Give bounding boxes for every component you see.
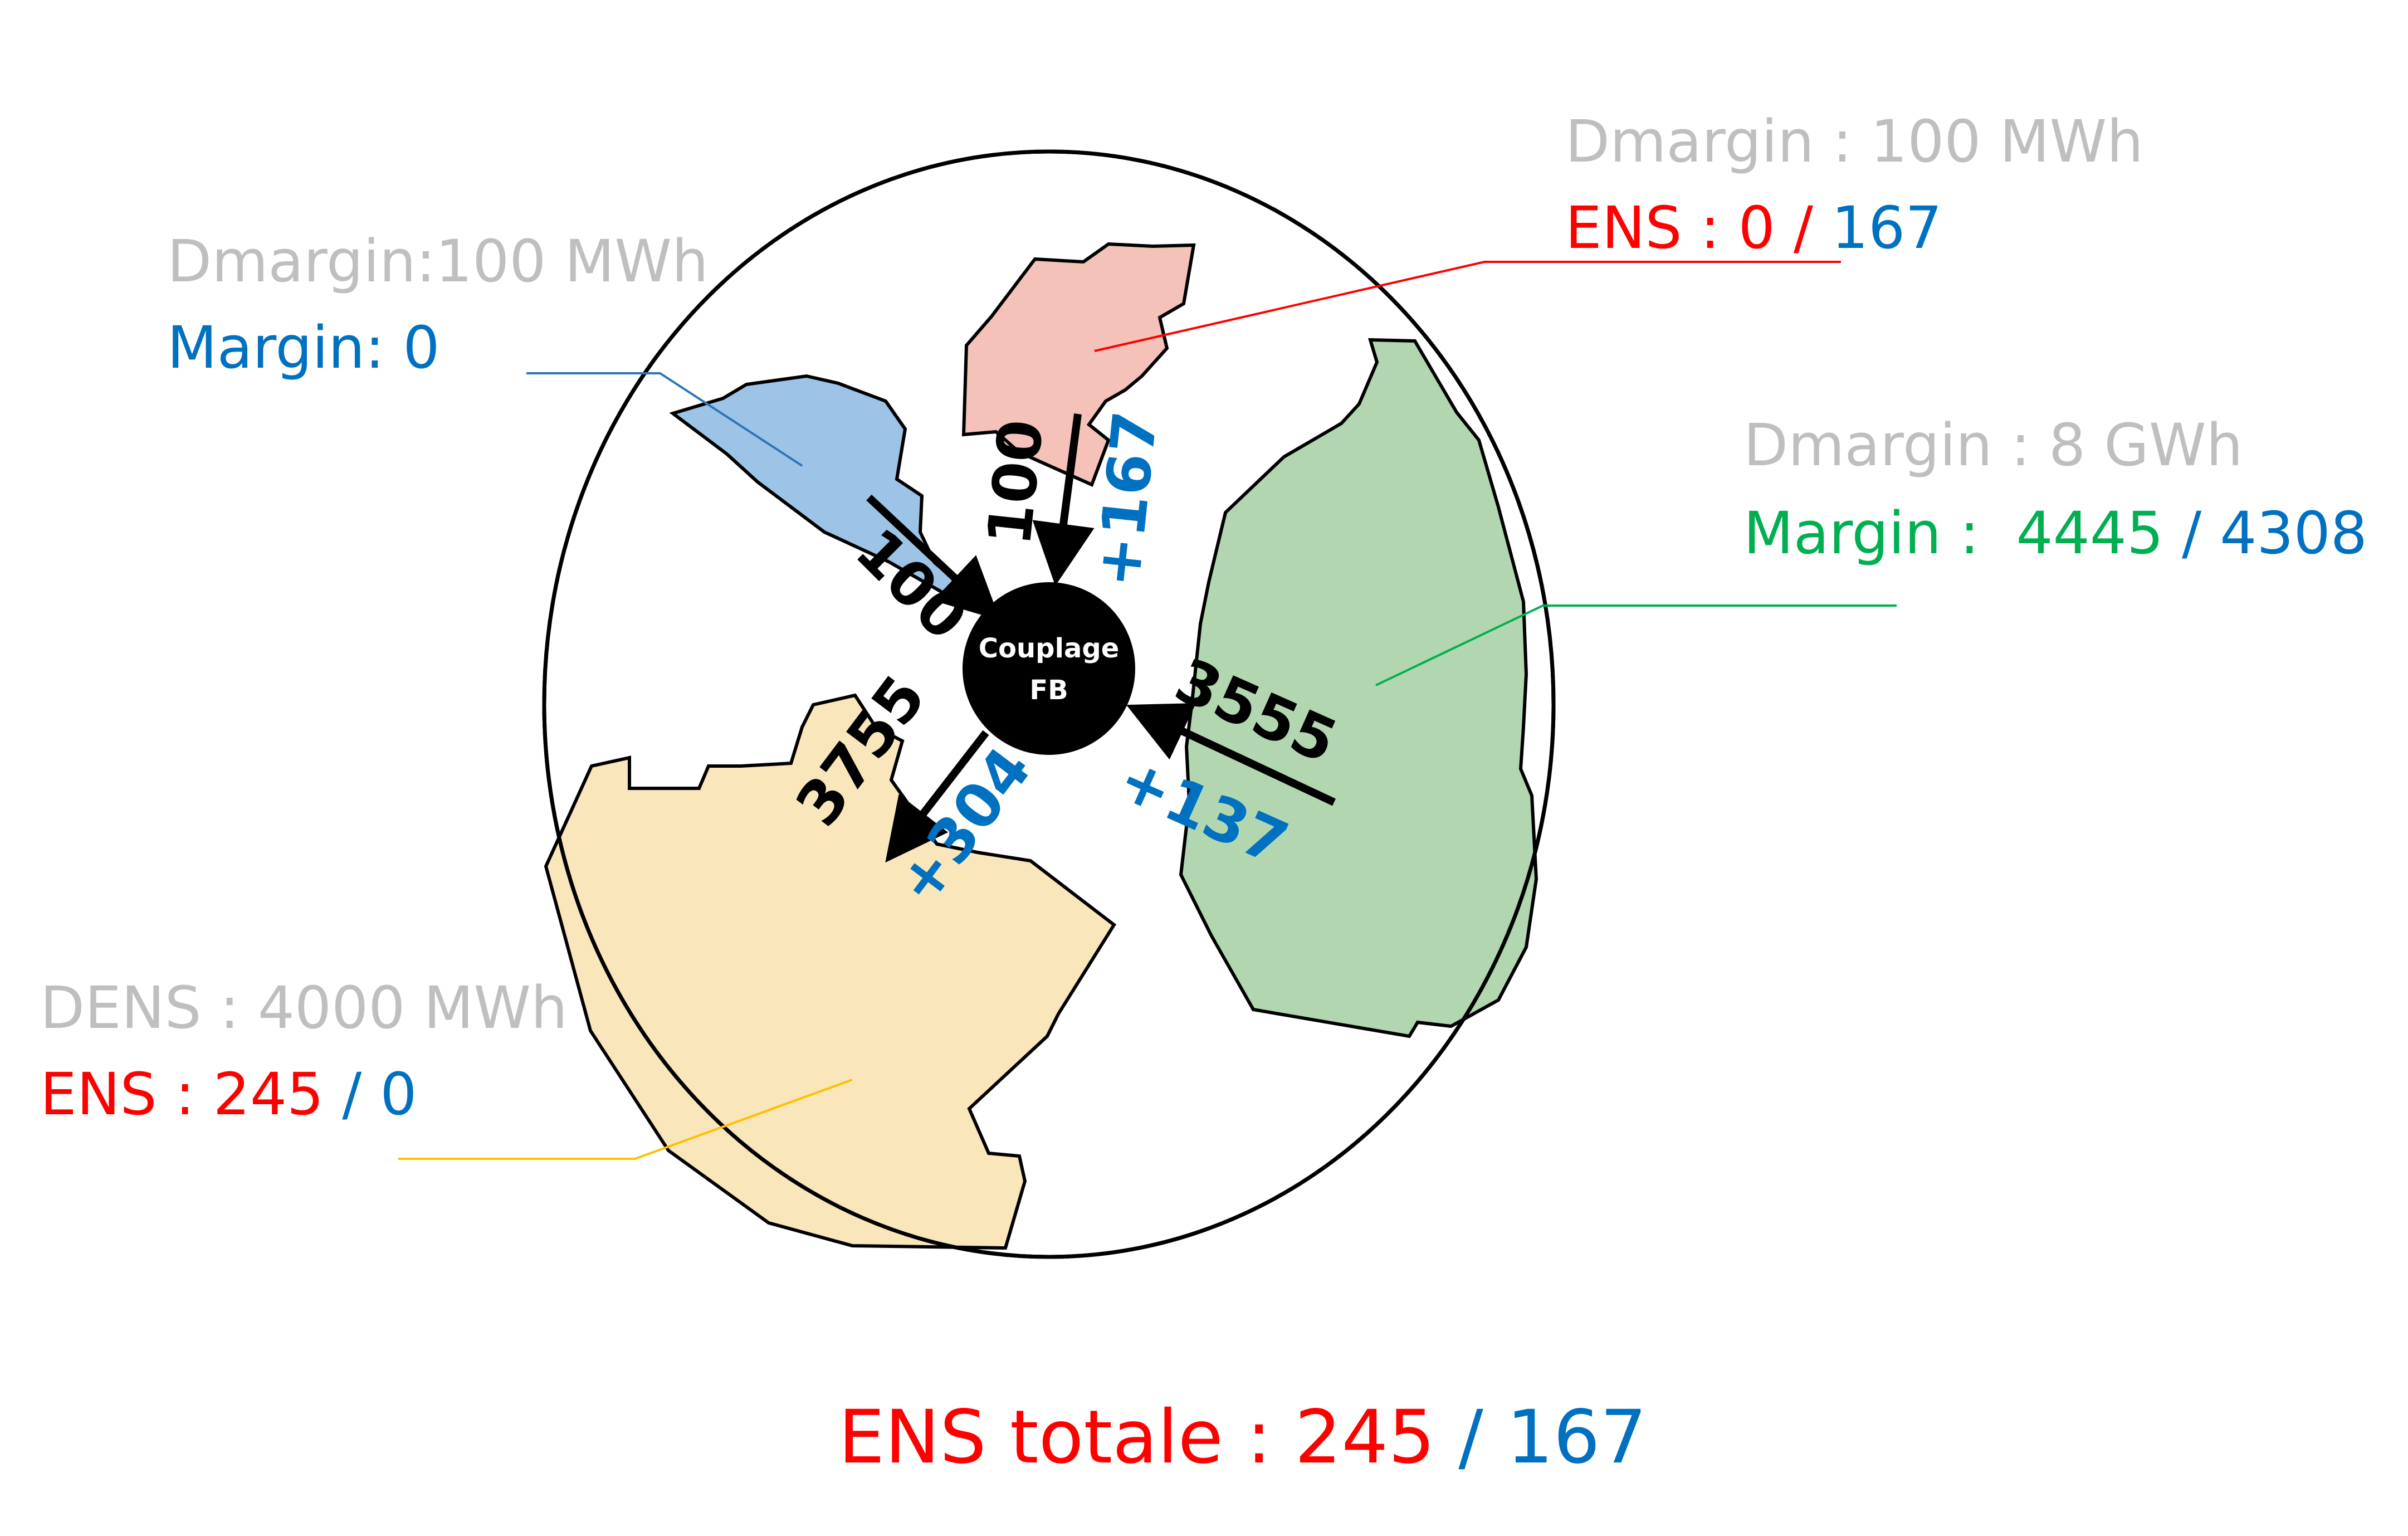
pink-dmargin: Dmargin : 100 MWh <box>1565 108 2143 175</box>
arrow-hub-to-yellow <box>885 730 989 863</box>
zone-blue <box>669 374 975 607</box>
green-margin-value1: 4445 <box>2016 499 2163 567</box>
pink-ens-prefix: ENS : 0 / <box>1565 194 1831 262</box>
leader-yellow <box>398 1079 853 1160</box>
hub-label-line1: Couplage <box>979 633 1120 664</box>
blue-margin: Margin: 0 <box>167 314 439 382</box>
green-dmargin: Dmargin : 8 GWh <box>1743 411 2243 479</box>
yellow-ens: ENS : 245 / 0 <box>40 1060 417 1128</box>
zone-pink <box>961 242 1196 487</box>
green-margin-sep: / <box>2163 499 2220 567</box>
coupling-hub <box>963 582 1135 755</box>
blue-dmargin: Dmargin:100 MWh <box>167 227 709 295</box>
leader-green <box>1375 604 1897 686</box>
arrow-blue-to-hub <box>866 494 1000 621</box>
flow-pink-black: 100 <box>975 417 1057 549</box>
leader-red <box>1094 261 1841 352</box>
yellow-dens: DENS : 4000 MWh <box>40 974 568 1042</box>
green-margin: Margin : 4445 / 4308 <box>1743 499 2367 567</box>
green-margin-value2: 4308 <box>2220 499 2367 567</box>
total-ens-value: 167 <box>1507 1394 1647 1480</box>
zone-green <box>1179 338 1538 1038</box>
region-circle-outline <box>542 149 1556 1259</box>
yellow-ens-sep: / <box>324 1060 380 1128</box>
green-margin-prefix: Margin : <box>1743 499 2016 567</box>
leader-blue <box>526 372 803 467</box>
arrow-green-to-hub <box>1126 703 1336 806</box>
pink-ens-value: 167 <box>1831 194 1942 262</box>
total-ens-sep: / <box>1435 1394 1506 1480</box>
total-ens-label: ENS totale : 245 <box>838 1394 1435 1480</box>
arrow-pink-to-hub <box>1032 413 1095 586</box>
hub-label-line2: FB <box>1029 675 1068 706</box>
total-ens: ENS totale : 245 / 167 <box>838 1394 1647 1480</box>
yellow-ens-value: 0 <box>380 1060 417 1128</box>
yellow-ens-prefix: ENS : 245 <box>40 1060 324 1128</box>
pink-ens: ENS : 0 / 167 <box>1565 194 1942 262</box>
